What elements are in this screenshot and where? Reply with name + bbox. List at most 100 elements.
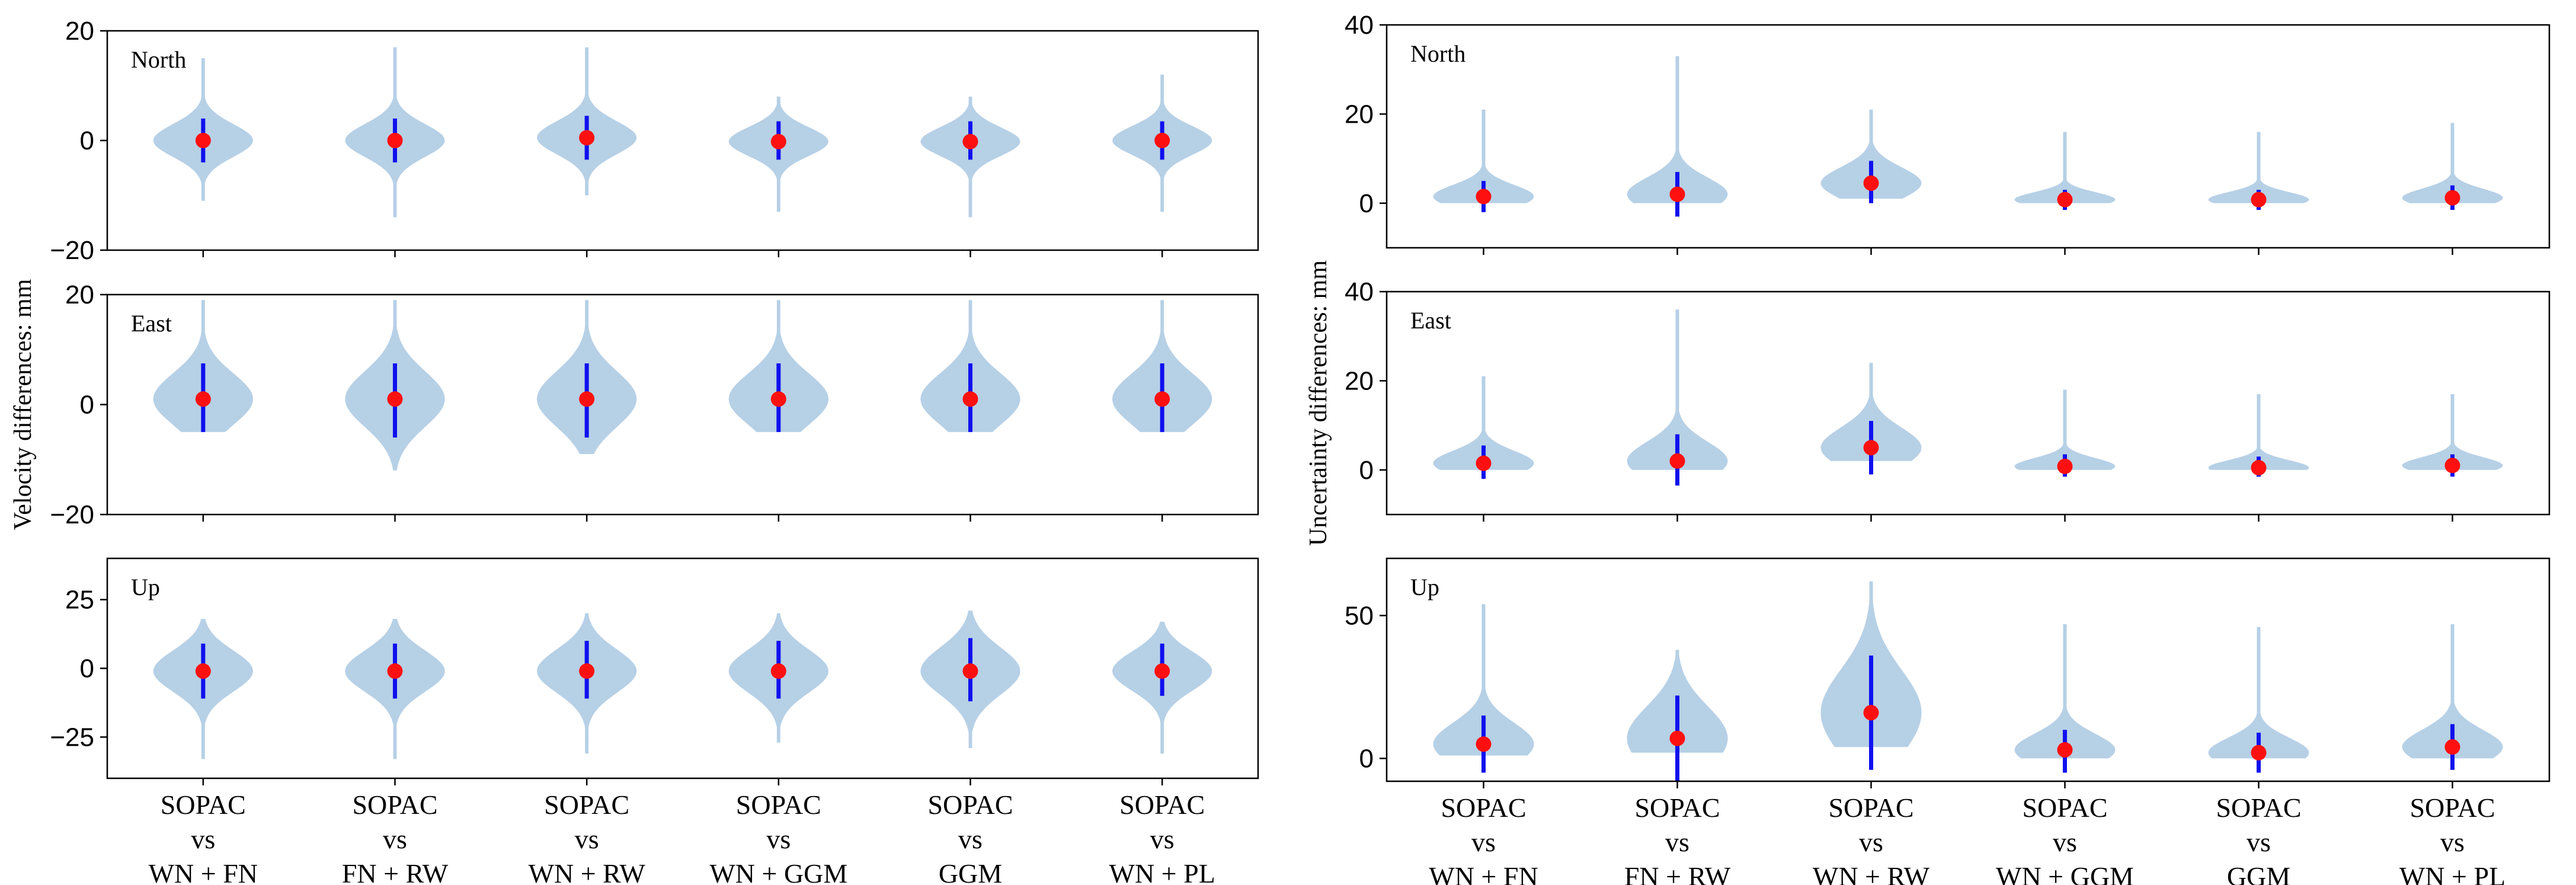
y-axis-label: Uncertainty differences: mm <box>1305 260 1332 546</box>
category-label-line: FN + RW <box>1624 861 1731 885</box>
y-tick-label: 40 <box>1345 11 1374 40</box>
axes-frame <box>106 293 1259 516</box>
y-tick-label: 0 <box>80 126 94 155</box>
axes-frame <box>106 557 1259 779</box>
violin-body <box>1433 604 1534 756</box>
median-point <box>770 663 786 679</box>
category-label-line: vs <box>1150 824 1175 854</box>
y-tick-label: 40 <box>1345 277 1374 306</box>
median-point <box>2251 191 2267 207</box>
axes-frame <box>1385 557 2551 782</box>
category-label-line: vs <box>958 824 983 854</box>
panel-east: −20 0 20 East <box>50 280 1259 529</box>
category-label-line: vs <box>2440 827 2465 857</box>
median-point <box>1863 705 1879 721</box>
median-point <box>2251 745 2267 761</box>
category-label-line: WN + GGM <box>709 858 847 885</box>
median-point <box>2444 458 2460 474</box>
category-label-line: GGM <box>939 858 1002 885</box>
violin-body <box>2402 624 2503 759</box>
median-point <box>962 391 978 407</box>
violin-body <box>2402 123 2503 203</box>
y-tick-label: 0 <box>80 391 94 420</box>
category-label-line: vs <box>1665 827 1689 857</box>
category-label-line: SOPAC <box>2409 793 2495 823</box>
violin-body <box>2208 394 2309 470</box>
y-tick-label: 20 <box>65 17 94 46</box>
y-tick-label: 0 <box>1359 744 1374 773</box>
category-label: SOPAC vs FN + RW <box>342 790 449 885</box>
velocity-figure: −20 0 20 North −20 0 20 East −25 0 25 Up SOPAC vs WN +… <box>9 17 1259 885</box>
violin-body <box>2014 624 2116 759</box>
category-label-line: SOPAC <box>352 790 437 820</box>
median-point <box>1476 188 1492 205</box>
panel-label: East <box>1410 307 1451 334</box>
category-label-line: SOPAC <box>544 790 629 820</box>
y-tick-label: 20 <box>1345 100 1374 129</box>
median-point <box>2057 191 2073 207</box>
median-point <box>1669 186 1685 202</box>
category-label-line: WN + PL <box>1109 858 1215 885</box>
panel-label: Up <box>131 574 160 600</box>
panel-up: −25 0 25 Up <box>50 557 1259 785</box>
category-label-line: WN + FN <box>1429 861 1538 885</box>
category-label: SOPAC vs WN + GGM <box>709 790 847 885</box>
category-label-line: SOPAC <box>1828 793 1913 823</box>
category-label-line: SOPAC <box>736 790 821 820</box>
category-label-line: WN + PL <box>2399 861 2505 885</box>
y-tick-label: 0 <box>1359 189 1374 218</box>
category-label: SOPAC vs WN + GGM <box>1996 793 2134 885</box>
y-tick-label: −20 <box>50 500 94 529</box>
median-point <box>1863 175 1879 191</box>
category-label-line: vs <box>191 824 215 854</box>
y-tick-label: 25 <box>65 586 94 615</box>
category-label-line: SOPAC <box>1441 793 1526 823</box>
median-point <box>387 133 403 148</box>
median-point <box>962 133 978 149</box>
median-point <box>962 663 978 679</box>
y-tick-label: 0 <box>1359 456 1374 485</box>
median-point <box>1154 391 1170 407</box>
median-point <box>1154 133 1170 148</box>
category-label-line: WN + GGM <box>1996 861 2134 885</box>
median-point <box>579 391 595 407</box>
median-point <box>1669 453 1685 469</box>
violin-body <box>1627 56 1728 203</box>
median-point <box>1863 440 1879 456</box>
category-label: SOPAC vs WN + FN <box>1429 793 1538 885</box>
category-label-line: vs <box>383 824 407 854</box>
violin-body <box>1820 363 1922 461</box>
category-label-line: vs <box>2053 827 2077 857</box>
median-point <box>1154 663 1170 679</box>
category-label: SOPAC vs WN + RW <box>1813 793 1930 885</box>
category-label: SOPAC vs WN + PL <box>1109 790 1215 885</box>
category-label: SOPAC vs WN + PL <box>2399 793 2505 885</box>
median-point <box>2057 458 2073 474</box>
category-label-line: WN + RW <box>1813 861 1930 885</box>
violin-body <box>1627 309 1728 470</box>
panel-north: 0 20 40 North <box>1345 11 2551 255</box>
category-label-line: FN + RW <box>342 858 449 885</box>
panel-label: North <box>1410 40 1465 67</box>
median-point <box>2444 739 2460 755</box>
y-tick-label: 50 <box>1345 601 1374 630</box>
median-point <box>2057 742 2073 758</box>
category-label-line: WN + RW <box>529 858 646 885</box>
axes-frame <box>106 30 1259 251</box>
category-label-line: SOPAC <box>161 790 246 820</box>
median-point <box>579 130 595 146</box>
median-point <box>2251 460 2267 476</box>
panel-label: Up <box>1410 574 1439 600</box>
category-label-line: SOPAC <box>1119 790 1205 820</box>
median-point <box>770 133 786 149</box>
violin-body <box>1433 109 1534 203</box>
category-label: SOPAC vs FN + RW <box>1624 793 1731 885</box>
violin-body <box>2014 132 2116 203</box>
violin-body <box>2014 389 2116 470</box>
category-label-line: GGM <box>2227 861 2290 885</box>
median-point <box>195 133 211 148</box>
median-point <box>579 663 595 679</box>
y-tick-label: 20 <box>1345 366 1374 395</box>
